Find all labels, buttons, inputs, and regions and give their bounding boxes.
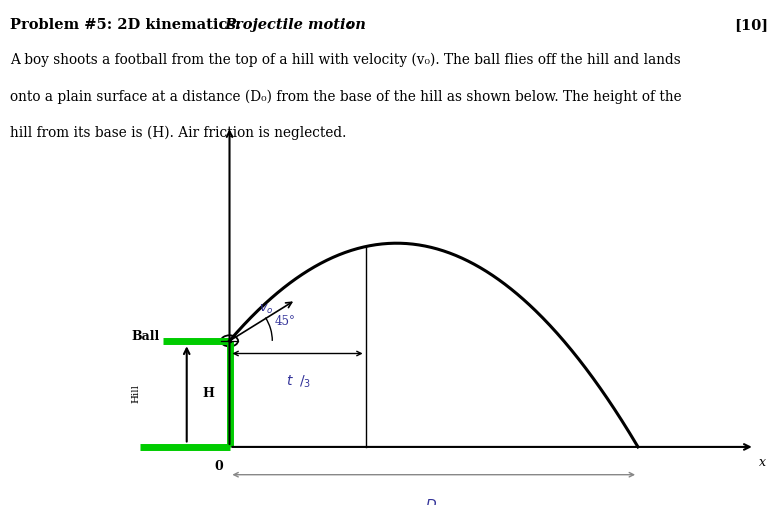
- Text: [10]: [10]: [734, 18, 768, 32]
- Text: Hill: Hill: [131, 384, 141, 403]
- Text: x: x: [759, 456, 766, 469]
- Text: :: :: [346, 18, 352, 32]
- Text: 0: 0: [215, 460, 223, 473]
- Text: $\mathit{t}$: $\mathit{t}$: [286, 374, 293, 388]
- Text: Projectile motion: Projectile motion: [224, 18, 366, 32]
- Text: 45°: 45°: [275, 315, 296, 328]
- Text: $D_o$: $D_o$: [425, 497, 443, 505]
- Text: onto a plain surface at a distance (D₀) from the base of the hill as shown below: onto a plain surface at a distance (D₀) …: [10, 89, 682, 104]
- Text: Problem #5: 2D kinematics:: Problem #5: 2D kinematics:: [10, 18, 247, 32]
- Text: Ball: Ball: [131, 330, 159, 343]
- Text: $/_{3}$: $/_{3}$: [300, 374, 311, 390]
- Text: hill from its base is (H). Air friction is neglected.: hill from its base is (H). Air friction …: [10, 126, 346, 140]
- Text: $v_o$: $v_o$: [258, 303, 273, 316]
- Text: A boy shoots a football from the top of a hill with velocity (v₀). The ball flie: A boy shoots a football from the top of …: [10, 53, 681, 67]
- Text: H: H: [202, 387, 214, 400]
